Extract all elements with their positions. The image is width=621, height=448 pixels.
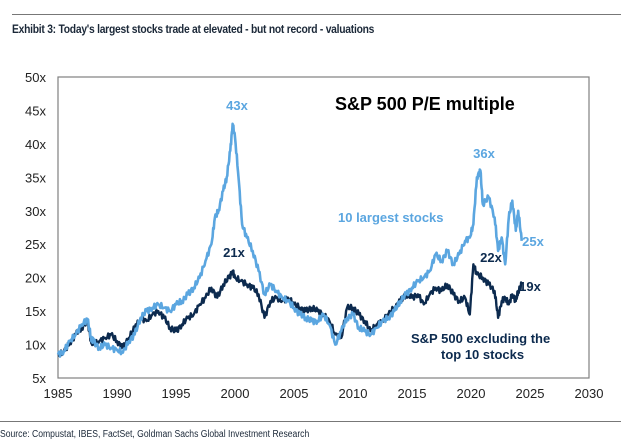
- x-tick-label: 2015: [398, 386, 427, 401]
- x-tick-label: 2005: [280, 386, 309, 401]
- x-axis-ticks: 1985 1990 1995 2000 2005 2010 2015 2020 2025 2030: [44, 386, 604, 401]
- y-tick-label: 5x: [32, 371, 46, 386]
- series-label-largest: 10 largest stocks: [338, 210, 444, 225]
- chart-title: S&P 500 P/E multiple: [335, 94, 515, 114]
- annotation-label: 19x: [519, 279, 541, 294]
- series-label-excluding-line1: S&P 500 excluding the: [411, 331, 550, 346]
- x-tick-label: 1990: [103, 386, 132, 401]
- x-tick-label: 2030: [575, 386, 604, 401]
- bottom-divider: [0, 421, 621, 422]
- y-tick-label: 35x: [25, 170, 46, 185]
- annotation-label: 36x: [473, 146, 495, 161]
- y-tick-label: 10x: [25, 338, 46, 353]
- y-tick-label: 45x: [25, 103, 46, 118]
- x-tick-label: 2020: [457, 386, 486, 401]
- y-tick-label: 50x: [25, 70, 46, 85]
- x-tick-label: 2010: [339, 386, 368, 401]
- exhibit-title: Exhibit 3: Today's largest stocks trade …: [12, 22, 375, 36]
- x-tick-label: 1985: [44, 386, 73, 401]
- series-lines: [56, 122, 523, 358]
- annotation-label: 25x: [522, 234, 544, 249]
- line-10-largest-stocks: [56, 122, 523, 358]
- annotations: 43x 21x 36x 22x 25x 19x: [223, 98, 544, 294]
- annotation-label: 22x: [480, 250, 502, 265]
- y-tick-label: 30x: [25, 204, 46, 219]
- annotation-label: 21x: [223, 245, 245, 260]
- y-tick-label: 20x: [25, 271, 46, 286]
- plot-frame: [57, 76, 590, 379]
- series-label-excluding-line2: top 10 stocks: [441, 347, 524, 362]
- y-tick-label: 40x: [25, 137, 46, 152]
- y-tick-label: 15x: [25, 304, 46, 319]
- y-tick-label: 25x: [25, 237, 46, 252]
- x-tick-label: 2000: [221, 386, 250, 401]
- source-note: Source: Compustat, IBES, FactSet, Goldma…: [0, 429, 310, 440]
- annotation-label: 43x: [226, 98, 248, 113]
- y-axis-ticks: 5x 10x 15x 20x 25x 30x 35x 40x 45x 50x: [25, 70, 46, 386]
- x-tick-label: 1995: [162, 386, 191, 401]
- top-divider: [12, 14, 621, 15]
- x-tick-label: 2025: [516, 386, 545, 401]
